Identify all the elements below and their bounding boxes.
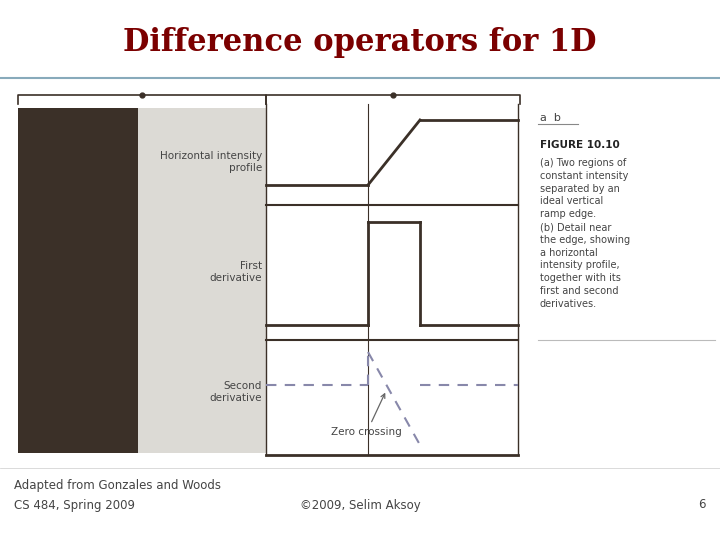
Text: Adapted from Gonzales and Woods: Adapted from Gonzales and Woods	[14, 478, 221, 491]
Text: FIGURE 10.10: FIGURE 10.10	[540, 140, 620, 150]
Text: 6: 6	[698, 498, 706, 511]
Text: a  b: a b	[540, 113, 561, 123]
Text: Horizontal intensity
profile: Horizontal intensity profile	[160, 151, 262, 173]
Bar	[18, 108, 138, 453]
Bar	[138, 108, 266, 453]
Text: First
derivative: First derivative	[210, 261, 262, 283]
Text: ©2009, Selim Aksoy: ©2009, Selim Aksoy	[300, 498, 420, 511]
Text: (a) Two regions of
constant intensity
separated by an
ideal vertical
ramp edge.
: (a) Two regions of constant intensity se…	[540, 158, 630, 309]
Text: Second
derivative: Second derivative	[210, 381, 262, 403]
Text: CS 484, Spring 2009: CS 484, Spring 2009	[14, 498, 135, 511]
Text: Zero crossing: Zero crossing	[331, 394, 402, 437]
Text: Difference operators for 1D: Difference operators for 1D	[123, 26, 597, 57]
